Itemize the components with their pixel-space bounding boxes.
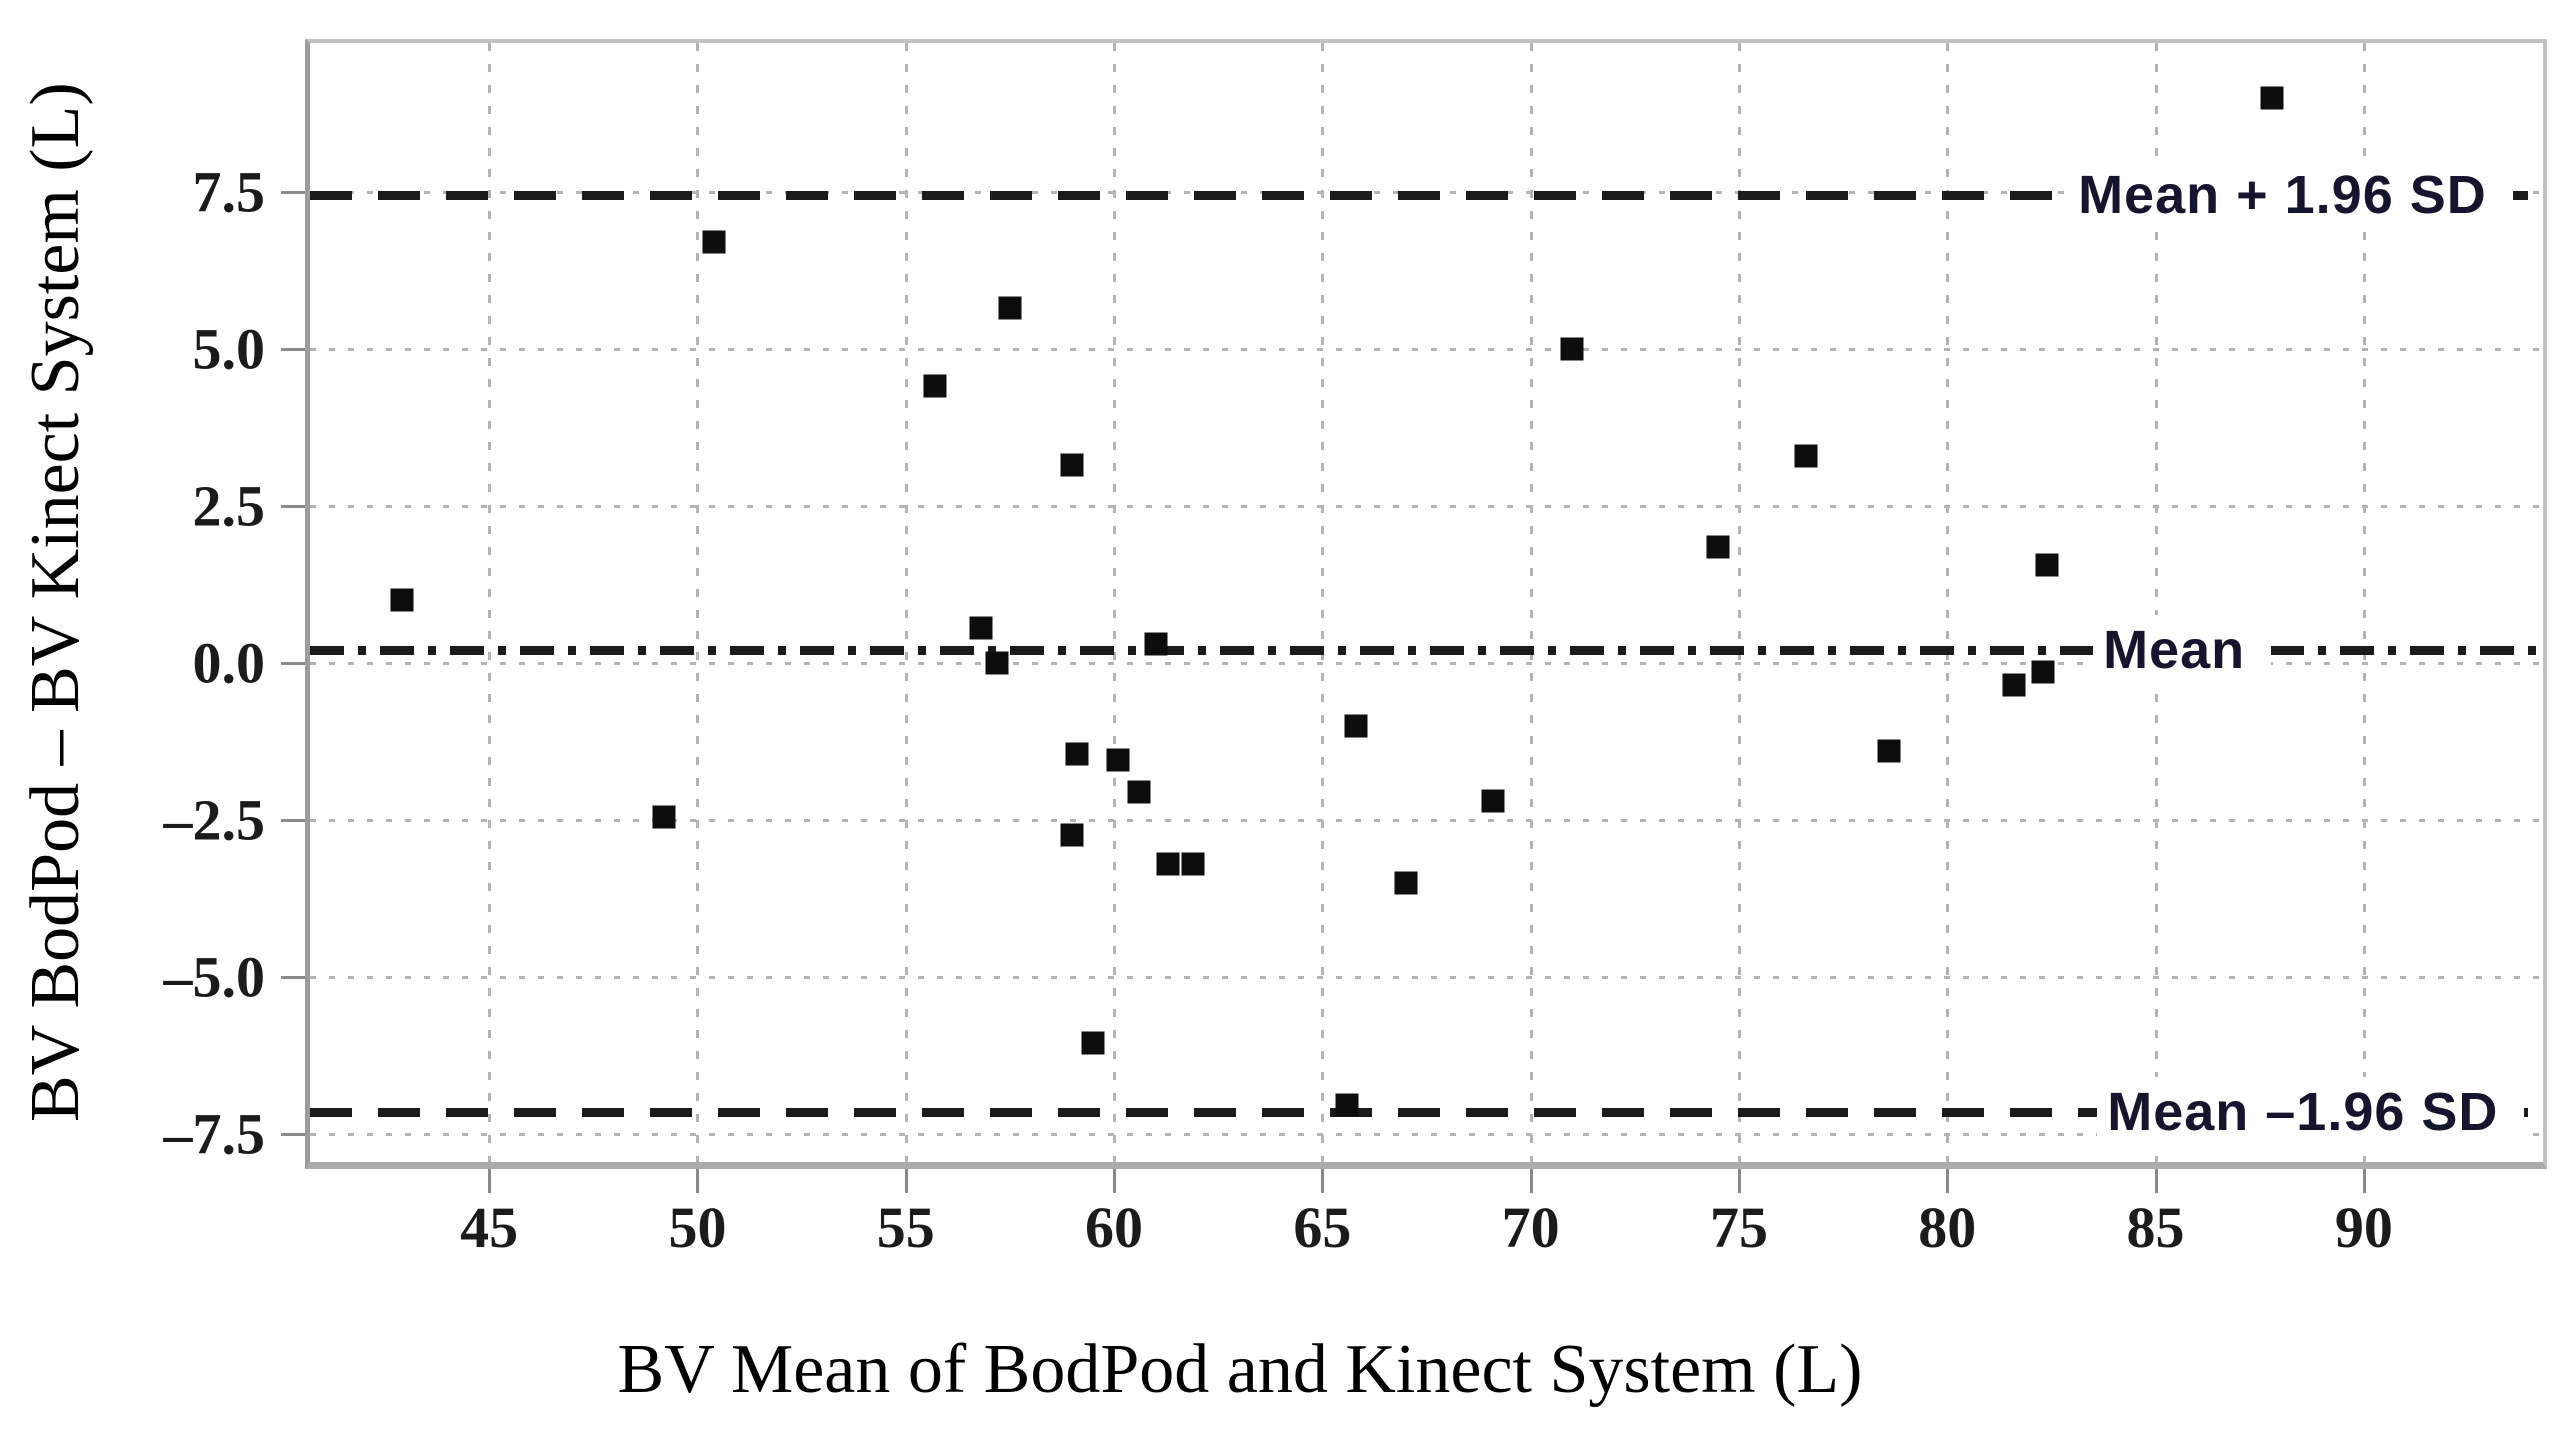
h-gridline — [310, 347, 2543, 351]
x-tick — [1529, 1169, 1533, 1193]
limit-of-agreement-line — [310, 190, 2543, 200]
x-tick-label: 75 — [1709, 1195, 1768, 1260]
x-tick-label: 65 — [1293, 1195, 1352, 1260]
data-point — [2002, 673, 2026, 697]
v-gridline — [904, 43, 908, 1162]
x-tick — [2154, 1169, 2158, 1193]
h-gridline — [310, 975, 2543, 979]
x-tick — [1737, 1169, 1741, 1193]
y-tick-label: –7.5 — [163, 1101, 266, 1167]
data-point — [702, 230, 726, 254]
y-tick-label: –2.5 — [163, 787, 266, 853]
data-point — [1106, 748, 1130, 772]
data-point — [1335, 1093, 1359, 1117]
v-gridline — [696, 43, 700, 1162]
data-point — [390, 588, 414, 612]
data-point — [1481, 789, 1505, 813]
data-point — [1081, 1031, 1105, 1055]
data-point — [1060, 823, 1084, 847]
v-gridline — [1321, 43, 1325, 1162]
y-tick — [281, 1132, 305, 1136]
data-point — [1065, 742, 1089, 766]
data-point — [2031, 660, 2055, 684]
data-point — [969, 616, 993, 640]
h-gridline — [310, 818, 2543, 822]
data-point — [923, 374, 947, 398]
v-gridline — [488, 43, 492, 1162]
y-tick-label: 5.0 — [192, 316, 266, 382]
y-tick-label: –5.0 — [163, 944, 266, 1010]
v-gridline — [1529, 43, 1533, 1162]
y-tick — [281, 347, 305, 351]
lower-loa-label: Mean –1.96 SD — [2097, 1076, 2525, 1147]
h-gridline — [310, 661, 2543, 665]
y-tick — [281, 661, 305, 665]
x-tick — [2362, 1169, 2366, 1193]
upper-loa-label: Mean + 1.96 SD — [2068, 159, 2513, 230]
x-tick-label: 85 — [2126, 1195, 2185, 1260]
y-tick-label: 2.5 — [192, 473, 266, 539]
data-point — [1144, 632, 1168, 656]
x-tick — [1946, 1169, 1950, 1193]
x-tick-label: 70 — [1501, 1195, 1560, 1260]
data-point — [1344, 714, 1368, 738]
plot-area — [305, 39, 2547, 1169]
data-point — [1394, 871, 1418, 895]
data-point — [1156, 852, 1180, 876]
mean-line — [310, 646, 2543, 656]
y-tick — [281, 975, 305, 979]
y-tick-label: 7.5 — [192, 159, 266, 225]
x-axis-title: BV Mean of BodPod and Kinect System (L) — [617, 1331, 1863, 1408]
data-point — [1706, 535, 1730, 559]
data-point — [1794, 444, 1818, 468]
data-point — [985, 651, 1009, 675]
x-tick — [1321, 1169, 1325, 1193]
data-point — [2260, 86, 2284, 110]
data-point — [1877, 739, 1901, 763]
data-point — [998, 296, 1022, 320]
x-tick-label: 80 — [1918, 1195, 1977, 1260]
data-point — [2035, 553, 2059, 577]
v-gridline — [1737, 43, 1741, 1162]
x-tick-label: 45 — [460, 1195, 519, 1260]
v-gridline — [2362, 43, 2366, 1162]
mean-label: Mean — [2093, 615, 2272, 686]
v-gridline — [2154, 43, 2158, 1162]
h-gridline — [310, 504, 2543, 508]
y-tick — [281, 818, 305, 822]
v-gridline — [1113, 43, 1117, 1162]
x-tick — [696, 1169, 700, 1193]
x-tick-label: 90 — [2334, 1195, 2393, 1260]
x-tick — [488, 1169, 492, 1193]
data-point — [1127, 780, 1151, 803]
limit-of-agreement-line — [310, 1107, 2543, 1117]
y-tick-label: 0.0 — [192, 630, 266, 696]
x-tick-label: 60 — [1085, 1195, 1144, 1260]
data-point — [1181, 852, 1205, 876]
y-tick — [281, 504, 305, 508]
v-gridline — [1946, 43, 1950, 1162]
x-tick — [904, 1169, 908, 1193]
y-tick — [281, 190, 305, 194]
data-point — [1560, 337, 1584, 361]
data-point — [652, 805, 676, 829]
y-axis-title: BV BodPod – BV Kinect System (L) — [17, 82, 94, 1123]
x-tick-label: 55 — [876, 1195, 935, 1260]
x-tick — [1113, 1169, 1117, 1193]
data-point — [1060, 453, 1084, 477]
x-tick-label: 50 — [668, 1195, 727, 1260]
h-gridline — [310, 1132, 2543, 1136]
